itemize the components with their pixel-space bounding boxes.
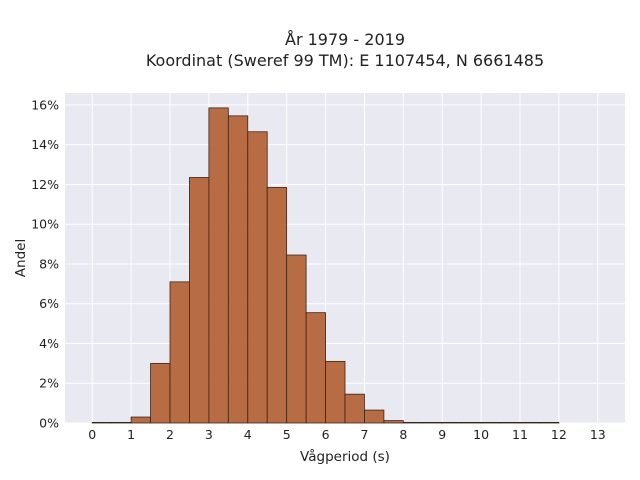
histogram-bar xyxy=(325,360,346,424)
x-tick-label: 6 xyxy=(322,427,330,442)
histogram-bar xyxy=(227,115,249,424)
histogram-bar xyxy=(266,187,288,424)
histogram-bar xyxy=(500,421,521,424)
bars xyxy=(91,107,560,424)
histogram-bar xyxy=(169,281,190,424)
x-axis-label: Vågperiod (s) xyxy=(300,448,390,465)
x-tick-label: 0 xyxy=(88,427,96,442)
tick-labels: 0 1 2 3 4 5 6 7 8 9 10 11 12 130%2%4%6%8%10%12%14%16% xyxy=(31,97,606,442)
histogram-bar xyxy=(519,421,540,424)
y-tick-label: 16% xyxy=(31,97,59,112)
histogram-bar xyxy=(402,421,424,424)
chart-title-line1: År 1979 - 2019 xyxy=(285,30,405,49)
histogram-bar xyxy=(91,421,113,424)
y-tick-label: 4% xyxy=(39,336,59,351)
y-axis-label: Andel xyxy=(13,239,29,277)
x-tick-label: 11 xyxy=(512,427,528,442)
histogram-bar xyxy=(441,421,463,424)
histogram-bar xyxy=(305,312,326,424)
histogram-bar xyxy=(208,107,229,424)
x-tick-label: 3 xyxy=(205,427,213,442)
y-tick-label: 14% xyxy=(31,137,59,152)
y-tick-label: 6% xyxy=(39,296,59,311)
x-tick-label: 10 xyxy=(473,427,489,442)
x-tick-label: 9 xyxy=(438,427,446,442)
histogram-bar xyxy=(286,254,307,424)
histogram-bar xyxy=(111,421,132,424)
y-tick-label: 8% xyxy=(39,256,59,271)
histogram-bar xyxy=(150,362,171,424)
histogram-bar xyxy=(247,131,268,424)
x-tick-label: 12 xyxy=(551,427,567,442)
y-tick-label: 2% xyxy=(39,376,59,391)
x-tick-label: 4 xyxy=(244,427,252,442)
x-tick-label: 2 xyxy=(166,427,174,442)
y-tick-label: 0% xyxy=(39,416,59,431)
x-tick-label: 8 xyxy=(399,427,407,442)
x-tick-label: 13 xyxy=(590,427,606,442)
histogram-bar xyxy=(344,393,365,424)
histogram-bar xyxy=(189,177,210,424)
histogram-bar xyxy=(480,421,501,424)
histogram-bar xyxy=(539,421,560,424)
histogram-bar xyxy=(130,416,151,424)
histogram-bar xyxy=(461,421,482,424)
x-tick-label: 7 xyxy=(360,427,368,442)
histogram-bar xyxy=(383,420,404,424)
x-tick-label: 5 xyxy=(283,427,291,442)
chart-title-line2: Koordinat (Sweref 99 TM): E 1107454, N 6… xyxy=(146,51,544,70)
histogram-bar xyxy=(364,409,385,424)
y-tick-label: 12% xyxy=(31,177,59,192)
histogram-bar xyxy=(422,421,443,424)
y-tick-label: 10% xyxy=(31,217,59,232)
x-tick-label: 1 xyxy=(127,427,135,442)
